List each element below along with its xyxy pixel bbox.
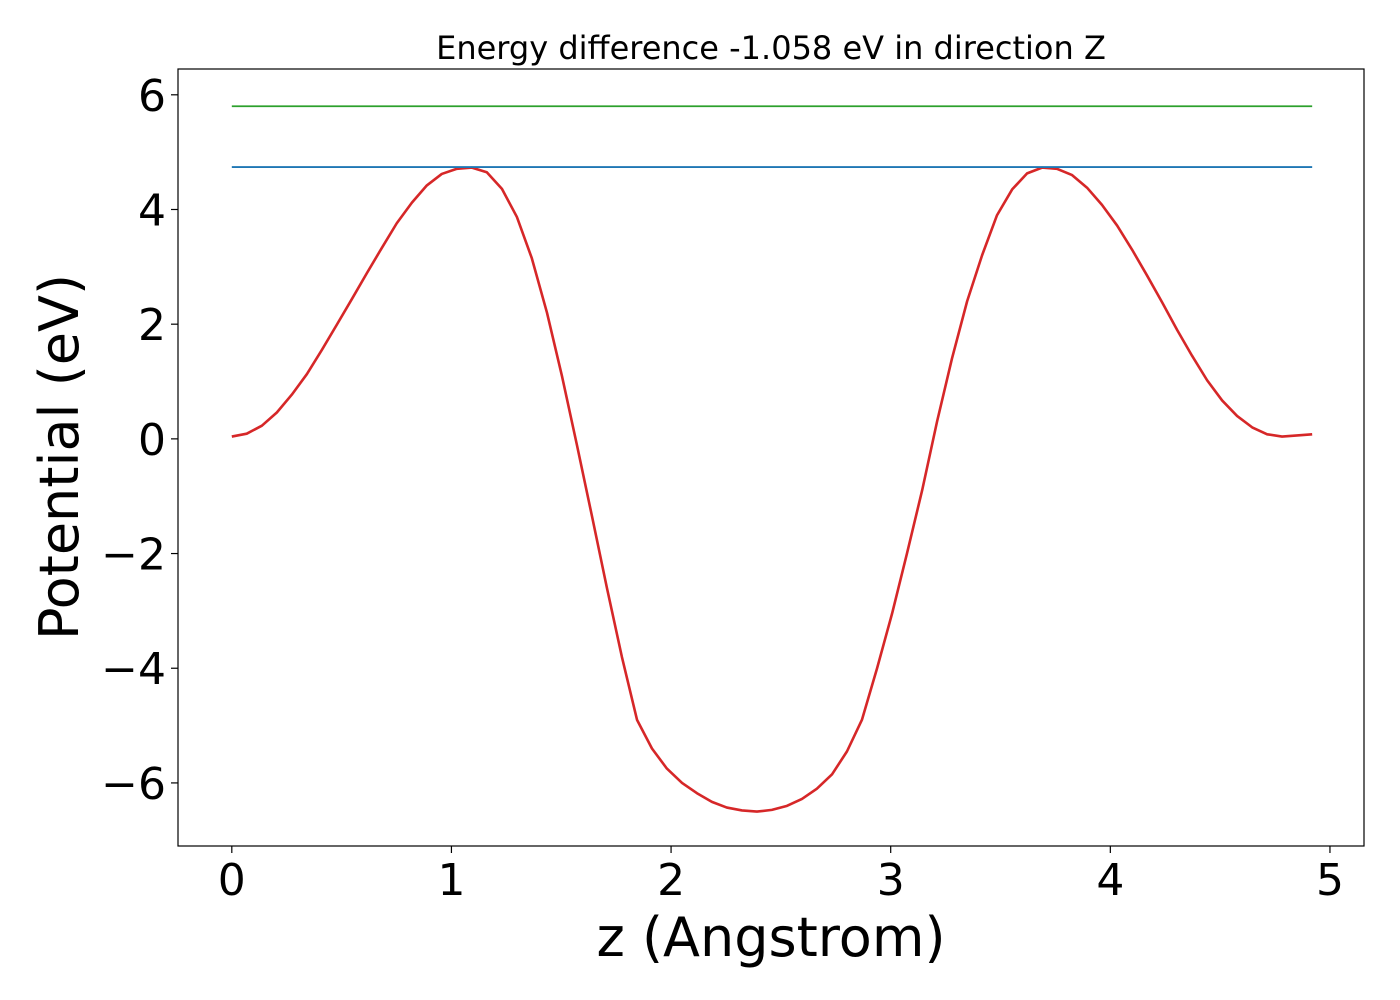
y-tick-label: −6 <box>101 759 166 810</box>
plot-frame <box>177 68 1365 847</box>
plot-lines <box>231 105 1313 813</box>
x-tick-label: 1 <box>437 855 465 906</box>
x-tick-label: 2 <box>657 855 685 906</box>
series-line-0 <box>231 166 1313 813</box>
y-axis-label: Potential (eV) <box>28 274 91 640</box>
x-tick-label: 4 <box>1096 855 1124 906</box>
x-tick-label: 5 <box>1316 855 1344 906</box>
y-tick-label: 0 <box>138 415 166 466</box>
chart-title: Energy difference -1.058 eV in direction… <box>436 29 1106 67</box>
y-tick-label: 2 <box>138 300 166 351</box>
x-axis-label: z (Angstrom) <box>596 906 945 969</box>
x-tick-label: 3 <box>877 855 905 906</box>
x-tick-label: 0 <box>218 855 246 906</box>
y-tick-label: −2 <box>101 530 166 581</box>
y-tick-label: 6 <box>138 71 166 122</box>
x-axis-ticks: 0 1 2 3 4 5 <box>218 846 1344 906</box>
y-tick-label: −4 <box>101 644 166 695</box>
y-tick-label: 4 <box>138 185 166 236</box>
y-axis-ticks: −6 −4 −2 0 2 4 6 <box>101 71 178 810</box>
